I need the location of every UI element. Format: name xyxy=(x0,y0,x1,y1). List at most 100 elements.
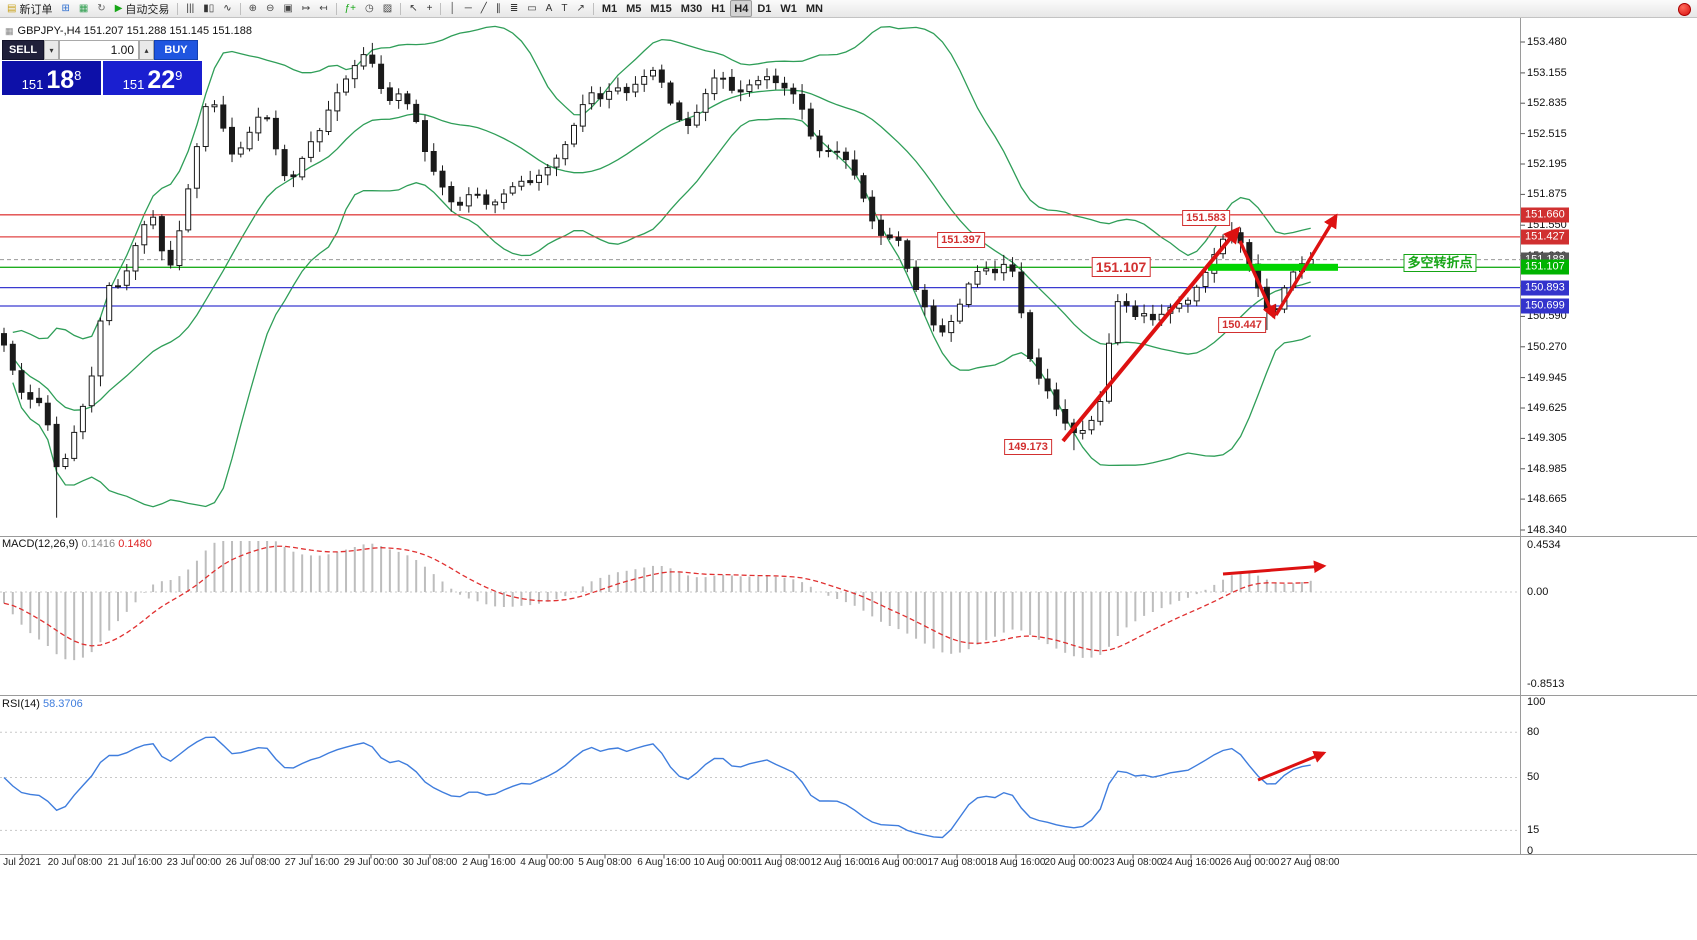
indicator-scale-label: 0.4534 xyxy=(1527,539,1561,551)
timeframe-m15-button[interactable]: M15 xyxy=(646,0,675,17)
horizontal-line-button[interactable]: ─ xyxy=(461,0,476,17)
indicator-scale-label: 15 xyxy=(1527,824,1540,836)
horizontal-line-icon: ─ xyxy=(464,2,472,14)
symbol-ohlc-text: GBPJPY-,H4 151.207 151.288 151.145 151.1… xyxy=(17,25,252,37)
price-axis-label: 153.480 xyxy=(1527,36,1567,48)
time-axis-label: 16 Aug 00:00 xyxy=(868,857,928,868)
line-chart-icon: ∿ xyxy=(223,2,232,14)
zoom-out-button[interactable]: ⊖ xyxy=(262,0,278,17)
timeframe-mn-button[interactable]: MN xyxy=(802,0,827,17)
toolbar-button-label: M1 xyxy=(601,2,618,15)
macd-signal-value: 0.1480 xyxy=(118,538,152,550)
indicator-scale-label: 50 xyxy=(1527,771,1540,783)
chart-icon: ▦ xyxy=(5,25,14,36)
time-axis-label: 29 Jul 00:00 xyxy=(343,857,399,868)
price-axis-label: 152.195 xyxy=(1527,158,1567,170)
candlestick-chart-button[interactable]: ▮▯ xyxy=(199,0,218,17)
price-axis-label: 151.875 xyxy=(1527,188,1567,201)
autotrading-button[interactable]: ▶ 自动交易 xyxy=(111,0,174,17)
price-axis-label: 148.340 xyxy=(1527,524,1567,536)
indicator-scale-label: -0.8513 xyxy=(1527,678,1565,690)
timeframe-m5-button[interactable]: M5 xyxy=(622,0,645,17)
toolbar-button-label: MN xyxy=(805,2,823,15)
profiles-button[interactable]: ▦ xyxy=(75,0,92,17)
fibonacci-button[interactable]: ≣ xyxy=(506,0,522,17)
time-axis-label: 21 Jul 16:00 xyxy=(107,857,163,868)
time-axis-label: 23 Jul 00:00 xyxy=(166,857,222,868)
price-axis-label: 152.835 xyxy=(1527,97,1567,110)
time-axis-label: 2 Aug 16:00 xyxy=(462,857,516,868)
rsi-value: 58.3706 xyxy=(42,698,83,710)
text-icon: A xyxy=(545,2,553,14)
zoom-in-button[interactable]: ⊕ xyxy=(245,0,261,17)
timeframe-h1-button[interactable]: H1 xyxy=(707,0,729,17)
zoom-out-icon: ⊖ xyxy=(265,2,275,14)
toolbar-separator xyxy=(592,2,594,15)
periods-button[interactable]: ◷ xyxy=(361,0,378,17)
time-axis-label: 4 Aug 00:00 xyxy=(520,857,574,868)
arrows-button[interactable]: ↗ xyxy=(572,0,588,17)
indicators-button[interactable]: ƒ+ xyxy=(341,0,360,17)
toolbar-button-label: W1 xyxy=(780,2,797,15)
auto-scroll-icon: ↦ xyxy=(301,2,311,14)
cursor-icon: ↖ xyxy=(409,2,418,14)
time-axis-label: 10 Aug 00:00 xyxy=(693,857,753,868)
timeframe-d1-button[interactable]: D1 xyxy=(753,0,775,17)
price-axis-label: 148.985 xyxy=(1527,462,1567,475)
trendline-button[interactable]: ╱ xyxy=(477,0,491,17)
sell-price-display[interactable]: 151 18 8 xyxy=(2,61,101,95)
new-order-button[interactable]: ▤ 新订单 xyxy=(3,0,56,17)
toolbar-separator xyxy=(400,2,402,15)
bar-chart-icon: ||| xyxy=(186,2,195,14)
chart-window-button[interactable]: ⊞ xyxy=(57,0,73,17)
indicator-scale-label: 80 xyxy=(1527,726,1540,738)
volume-input[interactable] xyxy=(59,40,139,60)
tile-windows-button[interactable]: ▣ xyxy=(279,0,296,17)
price-axis-label: 149.945 xyxy=(1527,371,1567,384)
toolbar-button-label: M15 xyxy=(650,2,672,15)
sell-button[interactable]: SELL xyxy=(2,40,44,60)
toolbar-button-label: H4 xyxy=(734,2,749,15)
line-chart-button[interactable]: ∿ xyxy=(219,0,235,17)
price-axis-label: 152.515 xyxy=(1527,127,1567,140)
time-axis-label: 30 Jul 08:00 xyxy=(402,857,458,868)
chart-shift-icon: ↤ xyxy=(319,2,328,14)
zoom-in-icon: ⊕ xyxy=(248,2,257,14)
buy-price-display[interactable]: 151 22 9 xyxy=(103,61,202,95)
time-axis-label: 18 Aug 16:00 xyxy=(986,857,1046,868)
volume-dropdown-button[interactable]: ▾ xyxy=(44,40,59,60)
time-axis-label: 27 Aug 08:00 xyxy=(1280,857,1340,868)
buy-button[interactable]: BUY xyxy=(154,40,198,60)
cursor-button[interactable]: ↖ xyxy=(405,0,421,17)
refresh-button[interactable]: ↻ xyxy=(93,0,109,17)
time-axis-label: 12 Aug 16:00 xyxy=(810,857,870,868)
time-axis-label: 5 Aug 08:00 xyxy=(578,857,632,868)
templates-button[interactable]: ▨ xyxy=(379,0,396,17)
timeframe-m1-button[interactable]: M1 xyxy=(598,0,621,17)
crosshair-button[interactable]: + xyxy=(423,0,437,17)
auto-scroll-button[interactable]: ↦ xyxy=(298,0,314,17)
timeframe-h4-button[interactable]: H4 xyxy=(730,0,753,17)
timeframe-w1-button[interactable]: W1 xyxy=(776,0,801,17)
text-label-button[interactable]: T xyxy=(557,0,571,17)
volume-stepper-button[interactable]: ▴ xyxy=(139,40,154,60)
trendline-icon: ╱ xyxy=(480,2,487,14)
vertical-line-button[interactable]: │ xyxy=(445,0,459,17)
shapes-button[interactable]: ▭ xyxy=(523,0,540,17)
timeframe-m30-button[interactable]: M30 xyxy=(677,0,706,17)
chart-annotation: 149.173 xyxy=(1004,439,1052,455)
crosshair-icon: + xyxy=(426,2,433,14)
bar-chart-button[interactable]: ||| xyxy=(182,0,198,17)
chart-shift-button[interactable]: ↤ xyxy=(315,0,331,17)
channel-button[interactable]: ∥ xyxy=(492,0,505,17)
toolbar-button-label: 自动交易 xyxy=(125,3,170,16)
text-button[interactable]: A xyxy=(542,0,557,17)
text-label-icon: T xyxy=(561,2,568,14)
price-axis-label: 149.625 xyxy=(1527,402,1567,414)
price-badge: 150.893 xyxy=(1521,280,1569,296)
buy-price-prefix: 151 xyxy=(122,76,145,92)
time-axis-label: 23 Aug 08:00 xyxy=(1103,857,1163,868)
toolbar-button-label: 新订单 xyxy=(19,3,53,16)
time-axis-label: 26 Jul 08:00 xyxy=(225,857,281,868)
